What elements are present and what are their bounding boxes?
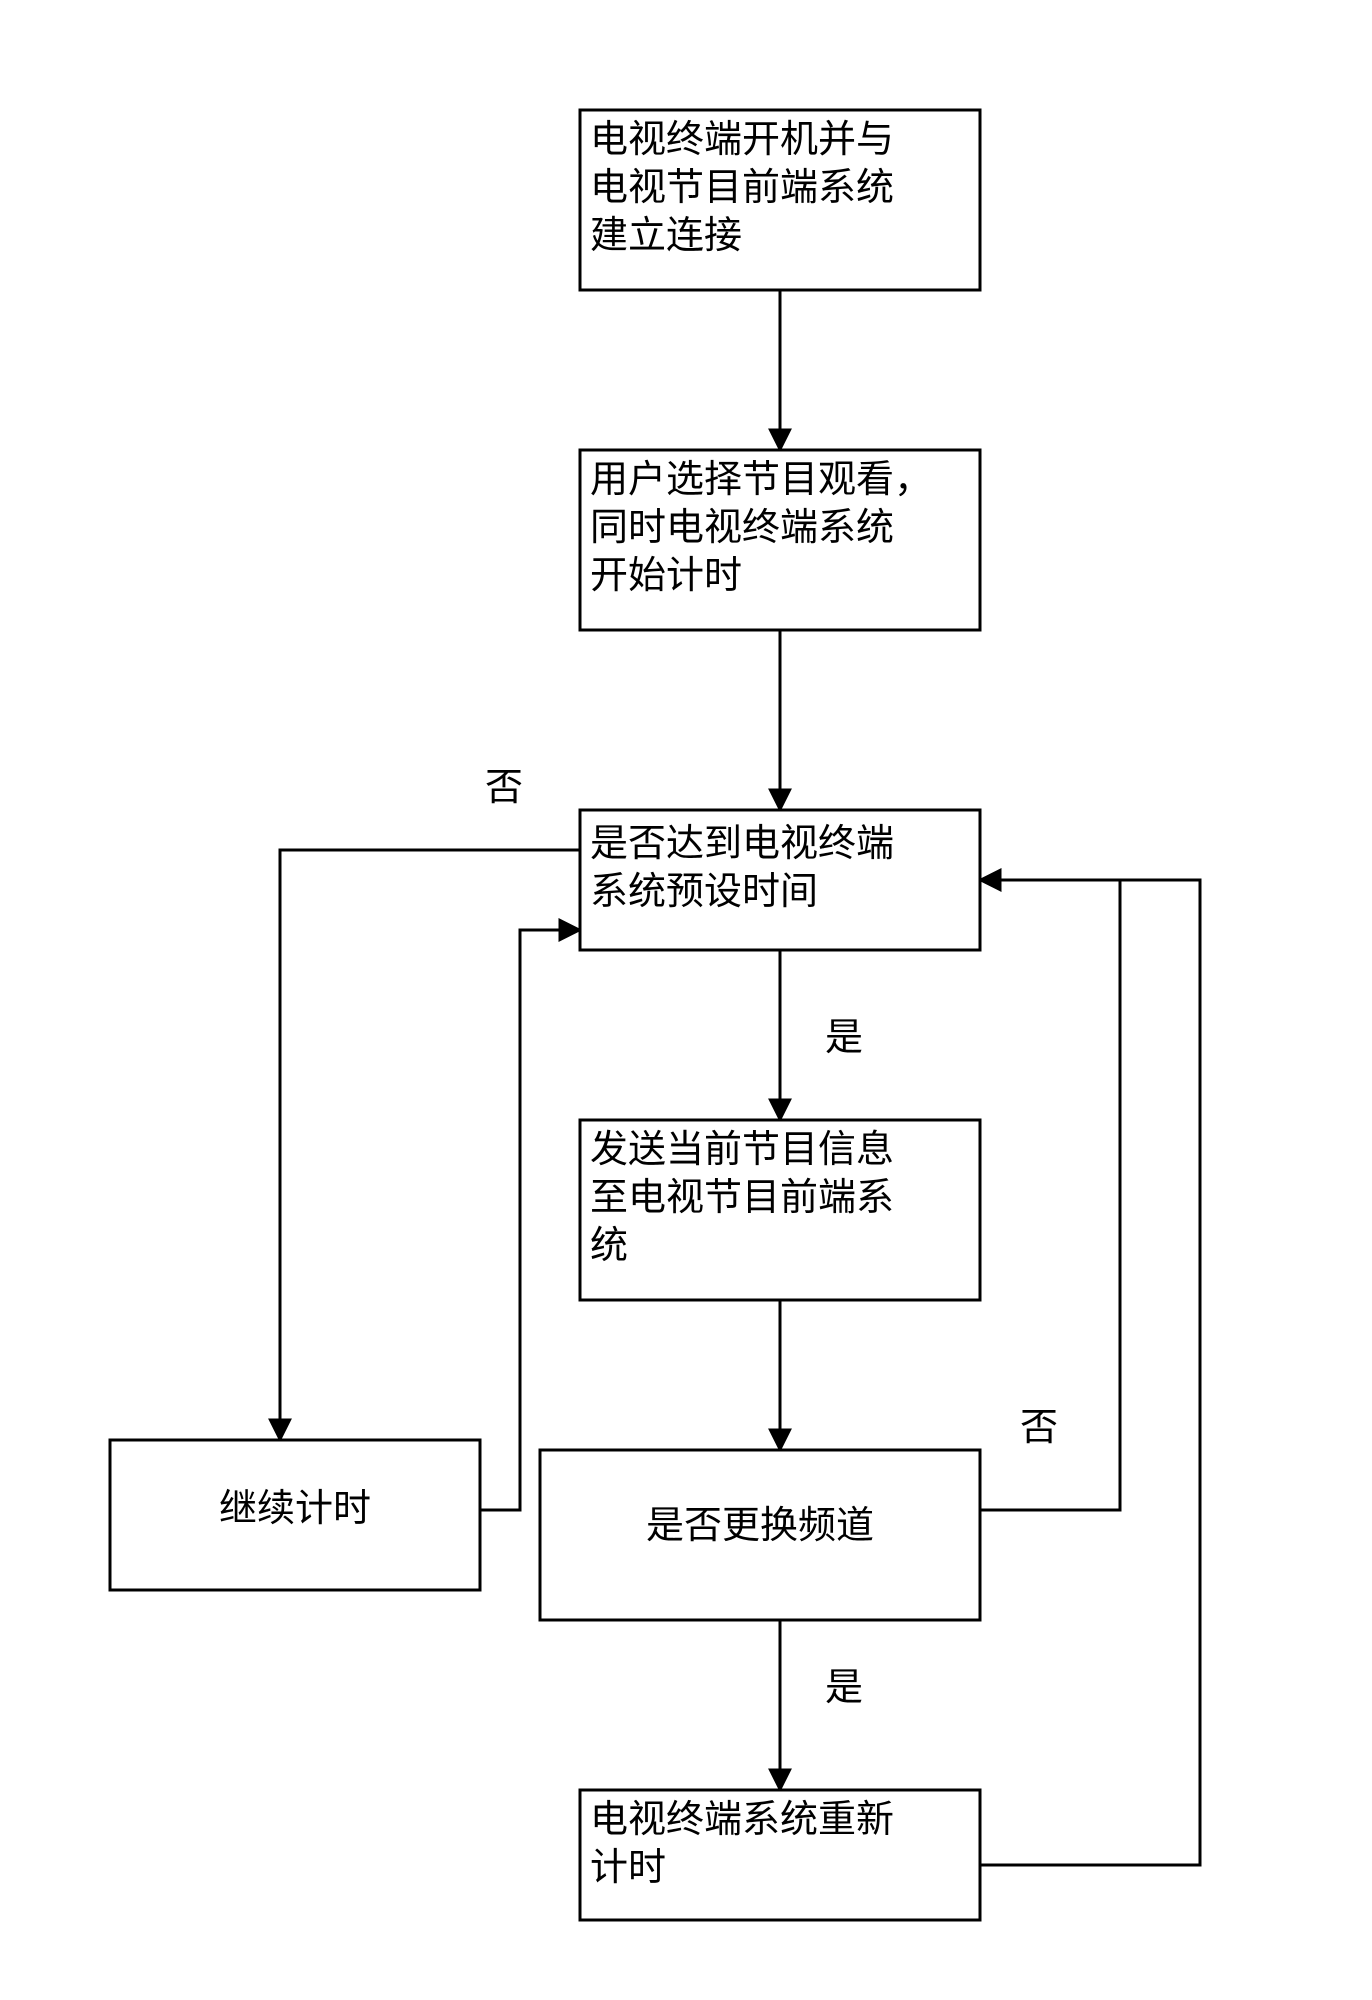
node-n5-text: 是否更换频道	[646, 1505, 874, 1547]
node-n4: 发送当前节目信息至电视节目前端系统	[580, 1120, 980, 1300]
node-n5: 是否更换频道	[540, 1450, 980, 1620]
label-l_yes_low: 是	[825, 1667, 863, 1709]
node-n7: 继续计时	[110, 1440, 480, 1590]
label-l_no_right: 否	[1020, 1407, 1058, 1449]
edge-e9_restart_back	[980, 880, 1200, 1865]
node-n3: 是否达到电视终端系统预设时间	[580, 810, 980, 950]
node-n6: 电视终端系统重新计时	[580, 1790, 980, 1920]
node-n2: 用户选择节目观看，同时电视终端系统开始计时	[580, 450, 980, 630]
node-n7-text: 继续计时	[219, 1488, 371, 1530]
flowchart-canvas: 电视终端开机并与电视节目前端系统建立连接用户选择节目观看，同时电视终端系统开始计…	[0, 0, 1372, 2000]
edge-e6_no_left	[280, 850, 580, 1440]
label-l_yes_mid: 是	[825, 1017, 863, 1059]
label-l_no_left: 否	[485, 767, 523, 809]
node-n1: 电视终端开机并与电视节目前端系统建立连接	[580, 110, 980, 290]
edge-e7_cont_back	[480, 930, 580, 1510]
